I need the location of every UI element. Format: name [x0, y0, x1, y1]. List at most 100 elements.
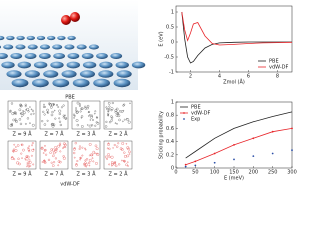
density-dot	[26, 161, 30, 165]
density-dot	[85, 166, 87, 168]
density-dot	[106, 147, 109, 150]
density-dot	[13, 158, 16, 161]
density-dot	[88, 124, 92, 128]
atom	[16, 35, 25, 41]
density-dot	[16, 161, 19, 165]
density-dot	[127, 120, 131, 124]
density-dot	[87, 161, 91, 165]
atom	[15, 44, 26, 50]
density-dot	[73, 117, 75, 119]
density-dot	[110, 107, 114, 111]
legend-swatch	[183, 118, 185, 120]
atom	[72, 78, 90, 88]
density-dot	[85, 158, 89, 161]
z-label: Z = 3 Å	[77, 131, 97, 138]
z-label: Z = 9 Å	[13, 171, 33, 178]
density-dot	[43, 123, 47, 126]
y-tick-label: 0	[171, 40, 174, 46]
x-tick-label: 8	[276, 74, 279, 80]
atom	[11, 78, 29, 88]
series-line	[185, 128, 293, 166]
density-dot	[107, 112, 110, 115]
atom	[66, 61, 80, 69]
atom	[61, 70, 77, 78]
atom	[110, 53, 123, 59]
density-dot	[28, 161, 32, 164]
density-dot	[25, 108, 27, 111]
density-dot	[20, 143, 23, 146]
x-tick-label: 6	[247, 74, 250, 80]
y-tick-label: 1	[171, 10, 174, 16]
density-dot	[96, 116, 98, 119]
density-dot	[62, 147, 64, 149]
density-dot	[52, 164, 55, 167]
density-dot	[126, 118, 128, 120]
legend-label: Exp	[191, 117, 200, 123]
density-dot	[43, 149, 46, 152]
density-dot	[12, 118, 15, 122]
density-dot	[79, 158, 81, 161]
density-dot	[116, 145, 119, 148]
density-dot	[40, 147, 44, 150]
density-dot	[75, 119, 79, 122]
density-dot	[107, 114, 109, 116]
atom	[6, 35, 15, 41]
density-dot	[46, 111, 49, 114]
density-dot	[11, 124, 13, 127]
density-dot	[111, 161, 114, 164]
density-dot	[53, 109, 56, 112]
series-line	[185, 111, 293, 159]
density-dot	[106, 158, 108, 160]
density-dot	[19, 122, 23, 126]
x-axis-label: E (meV)	[224, 176, 244, 182]
density-dot	[95, 162, 98, 165]
density-dot	[62, 116, 65, 119]
density-dot	[84, 161, 87, 164]
density-dot	[105, 120, 108, 123]
density-dot	[63, 142, 66, 146]
density-dot	[51, 110, 54, 114]
density-dot	[24, 105, 27, 108]
density-dot	[80, 117, 83, 119]
z-label: Z = 9 Å	[13, 131, 33, 138]
density-dot	[110, 155, 114, 159]
density-dot	[54, 149, 58, 153]
density-dot	[58, 109, 62, 113]
density-dot	[43, 113, 46, 116]
density-dot	[108, 120, 112, 124]
point	[233, 158, 235, 161]
density-dot	[28, 150, 31, 153]
density-dot	[88, 115, 90, 117]
density-dot	[79, 157, 81, 159]
y-tick-label: 0.4	[166, 139, 174, 145]
density-dot	[78, 145, 82, 148]
density-dot	[94, 112, 96, 115]
density-dot	[13, 111, 16, 115]
density-map	[71, 100, 101, 130]
atom	[17, 61, 32, 69]
density-dot	[31, 109, 34, 112]
density-dot	[32, 112, 35, 115]
density-dot	[25, 159, 27, 161]
density-dot	[51, 148, 55, 152]
density-dot	[41, 120, 44, 123]
density-dot	[15, 120, 18, 123]
plot-frame	[175, 5, 293, 73]
density-dot	[64, 114, 66, 117]
density-dot	[24, 157, 27, 160]
density-dot	[22, 110, 24, 112]
density-dot	[116, 112, 120, 115]
density-dot	[64, 146, 67, 149]
density-dot	[42, 160, 46, 164]
density-dot	[78, 103, 81, 106]
atom	[93, 78, 110, 88]
y-tick-label: -1	[169, 70, 174, 76]
legend-label: vdW-DF	[269, 65, 289, 71]
density-dot	[10, 122, 14, 126]
atom	[0, 45, 2, 49]
point	[194, 160, 197, 163]
atom	[57, 35, 66, 41]
panel-label: vdW-DF	[60, 182, 80, 188]
density-dot	[108, 105, 111, 108]
density-dot	[59, 144, 62, 147]
